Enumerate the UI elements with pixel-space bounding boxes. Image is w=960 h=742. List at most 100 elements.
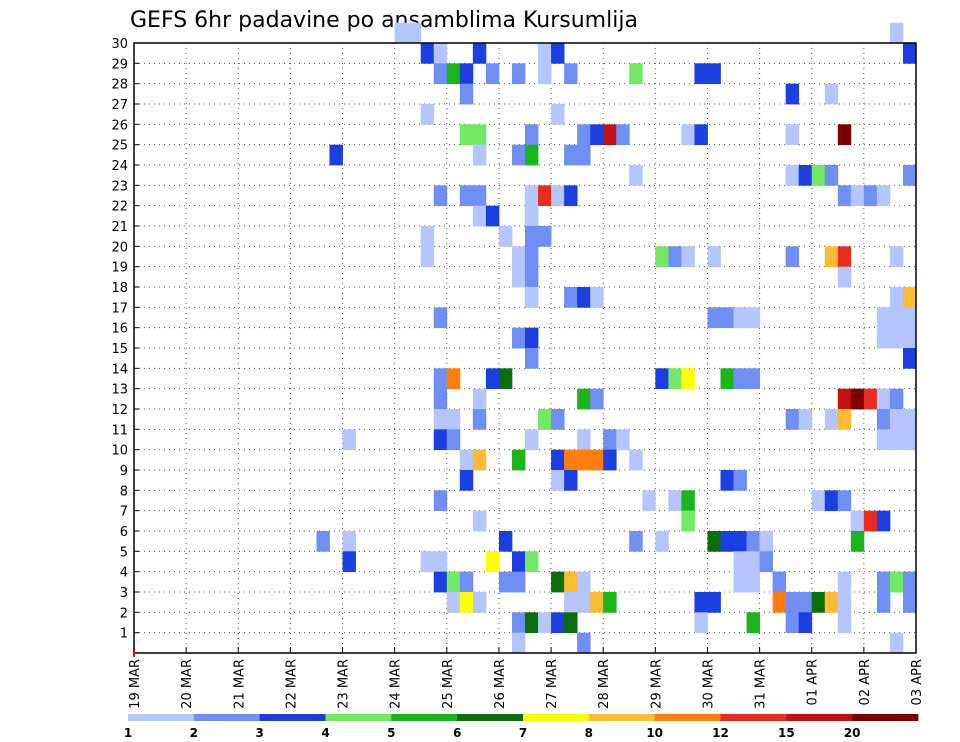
precip-cell [824,165,839,186]
precip-cell [824,409,839,430]
legend-swatch [852,714,919,721]
precip-cell [316,531,330,552]
precip-cell [837,185,852,207]
x-axis: 19 MAR 20 MAR 21 MAR 22 MAR 23 MAR 24 MAR 25 M… [128,647,925,709]
precip-cell [577,592,591,613]
precip-cell [746,551,760,573]
legend-swatch [654,714,721,721]
legend-label: 10 [646,726,663,740]
precip-cell [837,388,852,410]
precip-cell [629,63,643,85]
precip-cell [902,592,917,613]
precip-cell [446,429,461,451]
precip-cell [485,368,500,390]
precip-cell [485,205,500,227]
precip-cell [876,592,891,613]
precip-cell [577,388,591,410]
precip-cell [811,165,826,186]
y-tick-label: 28 [111,78,128,93]
precip-cell [433,551,448,573]
y-tick-label: 12 [111,403,128,418]
legend-label: 12 [712,726,729,740]
precip-cell [577,124,591,146]
precip-cell [837,490,852,512]
precip-cell [746,307,760,329]
precip-cell [420,43,435,64]
precip-cell [433,409,448,430]
precip-cell [564,144,578,166]
y-tick-label: 26 [111,118,128,133]
precip-cell [511,551,526,573]
precip-cell [720,531,734,552]
precip-cell [668,368,682,390]
precip-cell [876,409,891,430]
precip-cell [785,83,800,105]
precip-cell [733,368,747,390]
precip-cell [655,368,669,390]
precip-cell [551,571,565,593]
precip-cell [433,63,448,85]
precip-cell [681,246,695,268]
precip-cell [876,388,891,410]
precip-cell [629,165,643,186]
y-tick-label: 11 [111,423,128,438]
chart-title: GEFS 6hr padavine po ansamblima Kursumli… [130,8,638,33]
precip-cell [590,449,604,471]
precip-cell [525,124,539,146]
precip-cell [472,124,487,146]
precip-cell [707,307,721,329]
precip-cell [472,205,487,227]
precip-cell [525,612,539,634]
precip-cell [837,124,852,146]
precip-cell [811,592,826,613]
precip-cell [694,612,708,634]
precip-cell [446,592,461,613]
precip-cell [498,226,513,247]
precip-cell [420,104,435,125]
precip-cell [511,612,526,634]
precip-cell [603,449,617,471]
x-tick-label: 19 MAR [128,659,143,709]
precip-cell [655,246,669,268]
y-tick-label: 15 [111,342,128,357]
precip-cell [342,531,356,552]
precip-cell [850,388,865,410]
y-tick-label: 17 [111,301,128,316]
y-tick-label: 24 [111,159,128,174]
y-tick-label: 6 [120,525,128,540]
precip-cell [525,266,539,288]
precip-cell [511,144,526,166]
precip-cell [668,490,682,512]
precip-cell [433,571,448,593]
precip-cell [785,165,800,186]
precip-cell [564,63,578,85]
precip-cell [564,449,578,471]
x-tick-label: 24 MAR [389,659,404,709]
precip-cell [798,612,813,634]
precip-cell [577,632,591,654]
legend-swatch [786,714,853,721]
x-tick-label: 29 MAR [649,659,664,709]
precip-cell [525,246,539,268]
precip-cell [511,449,526,471]
precip-cell [889,307,904,329]
precip-cell [785,246,800,268]
y-tick-label: 7 [120,505,128,520]
precip-cell [902,287,917,308]
precip-cell [551,612,565,634]
legend-swatch [391,714,458,721]
precip-cell [433,185,448,207]
precip-cell [564,287,578,308]
precip-cell [824,490,839,512]
y-tick-label: 3 [120,586,128,601]
precip-cell [590,124,604,146]
x-tick-label: 28 MAR [597,659,612,709]
precip-cell [551,43,565,64]
precip-cell [720,368,734,390]
precip-cell [811,490,826,512]
precip-cell [681,490,695,512]
precip-cell [511,327,526,349]
precip-cell [746,612,760,634]
precip-cell [850,531,865,552]
precip-cell [551,449,565,471]
